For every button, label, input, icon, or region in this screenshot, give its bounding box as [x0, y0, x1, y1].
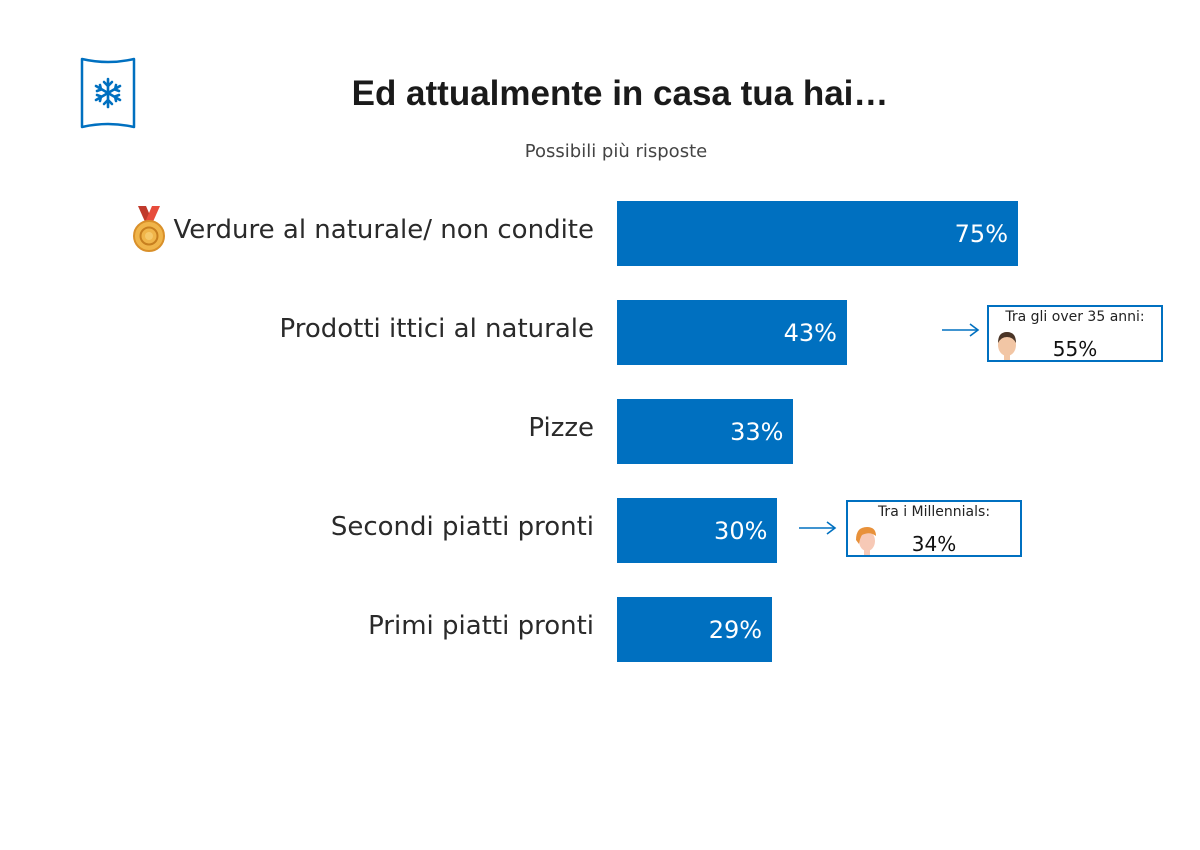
category-label: Prodotti ittici al naturale — [279, 314, 594, 344]
bar-value-label: 43% — [783, 319, 837, 347]
medal-icon — [133, 206, 165, 252]
callout-label: Tra gli over 35 anni: — [1005, 309, 1145, 325]
callout-value: 55% — [1052, 337, 1098, 361]
category-label: Pizze — [528, 413, 594, 443]
callout-value: 34% — [911, 532, 957, 556]
bar — [617, 498, 778, 563]
young-face-icon — [856, 527, 876, 555]
category-label: Secondi piatti pronti — [330, 512, 594, 542]
page-title: Ed attualmente in casa tua hai… — [351, 74, 889, 113]
bar-value-label: 29% — [708, 616, 763, 644]
category-label: Verdure al naturale/ non condite — [173, 215, 594, 245]
bar — [617, 399, 794, 464]
bar — [617, 201, 1018, 266]
page-subtitle: Possibili più risposte — [524, 141, 708, 162]
segment-callout: Tra i Millennials: 34% — [846, 500, 1022, 557]
bar-value-label: 33% — [730, 418, 784, 446]
arrow-right-icon — [799, 521, 837, 535]
bar-value-label: 75% — [954, 220, 1008, 248]
bar — [617, 597, 773, 662]
bar — [617, 300, 847, 365]
category-label: Primi piatti pronti — [368, 611, 594, 641]
segment-callout: Tra gli over 35 anni: 55% — [987, 305, 1163, 362]
bar-value-label: 30% — [714, 517, 768, 545]
callout-label: Tra i Millennials: — [877, 504, 991, 520]
man-face-icon — [998, 332, 1016, 360]
snowflake-icon — [80, 57, 136, 129]
arrow-right-icon — [942, 323, 980, 337]
